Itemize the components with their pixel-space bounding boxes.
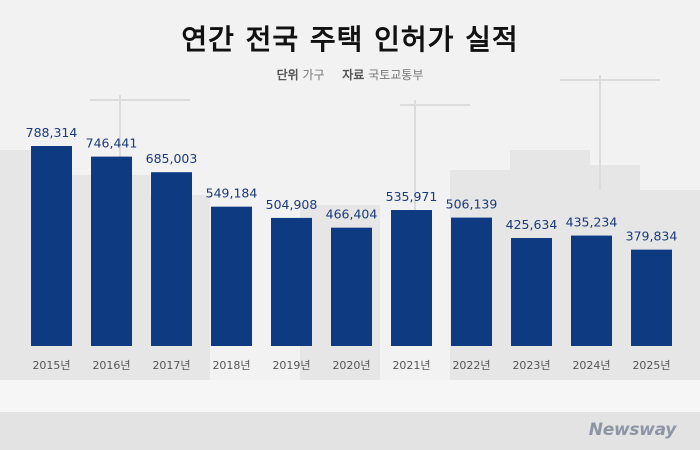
- unit-label: 단위: [276, 68, 299, 82]
- x-tick-label: 2017년: [152, 359, 190, 372]
- source-value: 국토교통부: [368, 68, 424, 82]
- unit-value: 가구: [302, 68, 325, 82]
- chart-title: 연간 전국 주택 인허가 실적: [181, 23, 519, 56]
- bar-2015년: [31, 146, 72, 346]
- value-label: 685,003: [146, 151, 198, 166]
- x-tick-label: 2016년: [92, 359, 130, 372]
- x-tick-label: 2019년: [272, 359, 310, 372]
- chart-meta: 단위 가구 자료 국토교통부: [0, 66, 700, 83]
- bar-2025년: [631, 249, 672, 346]
- x-tick-label: 2015년: [32, 359, 70, 372]
- value-label: 788,314: [26, 125, 78, 140]
- value-label: 504,908: [266, 197, 318, 212]
- x-tick-label: 2018년: [212, 359, 250, 372]
- x-tick-label: 2025년: [632, 359, 670, 372]
- bar-2022년: [451, 217, 492, 346]
- value-label: 746,441: [86, 136, 138, 151]
- value-label: 425,634: [506, 217, 558, 232]
- value-label: 379,834: [626, 229, 678, 244]
- value-label: 435,234: [566, 215, 618, 230]
- footer-band: Newsway: [0, 412, 700, 450]
- bar-2021년: [391, 210, 432, 346]
- value-label: 506,139: [446, 197, 498, 212]
- value-label: 535,971: [386, 189, 438, 204]
- bar-2017년: [151, 172, 192, 346]
- bar-2024년: [571, 235, 612, 346]
- bar-2020년: [331, 227, 372, 346]
- x-tick-label: 2024년: [572, 359, 610, 372]
- bar-2016년: [91, 156, 132, 346]
- value-label: 549,184: [206, 186, 258, 201]
- x-tick-label: 2021년: [392, 359, 430, 372]
- x-tick-label: 2020년: [332, 359, 370, 372]
- x-tick-label: 2023년: [512, 359, 550, 372]
- newsway-logo: Newsway: [588, 420, 677, 440]
- bar-2019년: [271, 217, 312, 346]
- x-tick-label: 2022년: [452, 359, 490, 372]
- bar-2023년: [511, 238, 552, 346]
- bar-2018년: [211, 206, 252, 346]
- value-label: 466,404: [326, 207, 378, 222]
- source-label: 자료: [342, 68, 365, 82]
